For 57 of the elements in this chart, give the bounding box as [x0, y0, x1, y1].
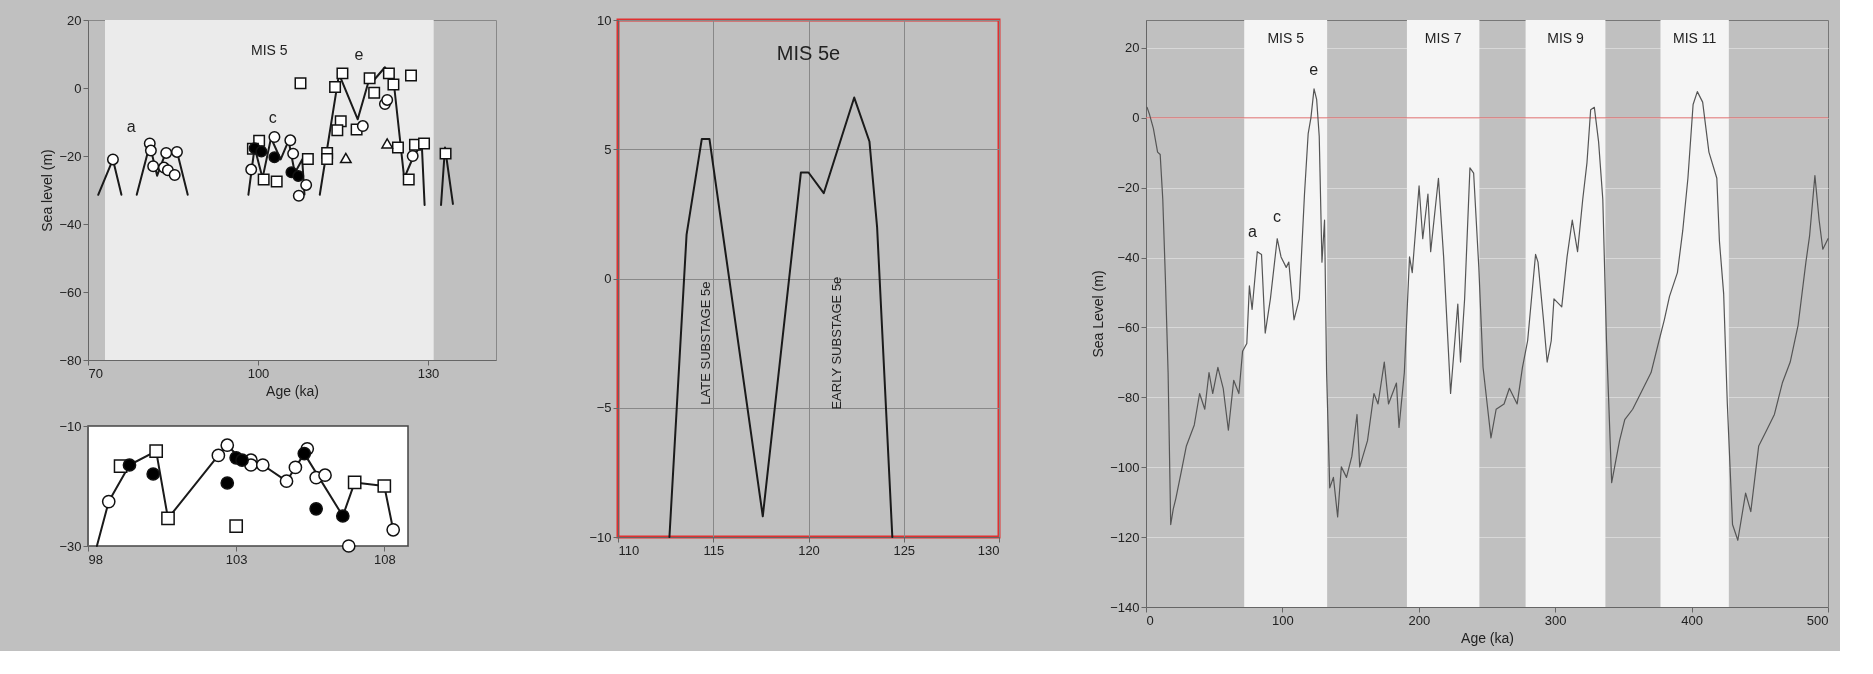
y-tick-label: 10: [597, 12, 612, 28]
y-tick-label: −40: [59, 216, 82, 232]
x-tick-label: 130: [977, 542, 1000, 558]
x-tick-label: 400: [1681, 612, 1703, 628]
y-tick-label: 20: [1125, 40, 1140, 56]
y-tick-label: −60: [59, 284, 82, 300]
x-tick-label: 115: [703, 542, 725, 558]
y-tick-label: −140: [1110, 599, 1140, 615]
y-tick-label: −20: [59, 148, 82, 164]
x-tick-label: 110: [618, 542, 640, 558]
x-tick-label: 300: [1544, 612, 1567, 628]
x-tick-label: 120: [798, 542, 820, 558]
y-tick-label: 0: [74, 80, 82, 96]
band-label: MIS 5: [251, 42, 288, 58]
y-tick-label: 0: [1132, 110, 1140, 126]
x-tick-label: 100: [1272, 612, 1294, 628]
y-tick-label: −120: [1110, 529, 1140, 545]
x-axis-title: Age (ka): [266, 382, 319, 399]
annotation: a: [126, 118, 136, 136]
annotation: LATE SUBSTAGE 5e: [697, 281, 713, 405]
band-label: MIS 11: [1673, 30, 1717, 46]
x-tick-label: 103: [225, 551, 248, 567]
y-axis-title: Sea Level (m): [1090, 270, 1107, 358]
y-tick-label: −100: [1110, 459, 1140, 475]
annotation: e: [354, 45, 364, 63]
x-tick-label: 125: [893, 542, 916, 558]
x-tick-label: 0: [1146, 612, 1154, 628]
band-label: MIS 5: [1267, 30, 1305, 46]
y-tick-label: 0: [604, 271, 612, 286]
annotation: EARLY SUBSTAGE 5e: [829, 276, 845, 410]
band-label: MIS 9: [1547, 30, 1584, 46]
annotation: c: [268, 109, 277, 127]
y-axis-title: Sea level (m): [39, 149, 56, 232]
y-tick-label: 20: [67, 12, 82, 28]
x-tick-label: 108: [373, 551, 396, 567]
x-tick-label: 130: [417, 365, 440, 381]
y-tick-label: −60: [1117, 319, 1140, 335]
y-tick-label: −20: [1117, 180, 1140, 196]
y-tick-label: −30: [59, 538, 82, 554]
text: MIS 5e: [776, 42, 841, 64]
y-tick-label: −10: [589, 529, 612, 545]
x-tick-label: 70: [88, 365, 103, 381]
annotation: e: [1309, 61, 1319, 79]
x-axis-title: Age (ka): [1461, 629, 1514, 646]
x-tick-label: 500: [1806, 612, 1829, 628]
x-tick-label: 200: [1408, 612, 1431, 628]
y-tick-label: −80: [59, 352, 82, 368]
y-tick-label: −10: [59, 418, 82, 434]
y-tick-label: −5: [596, 400, 612, 416]
annotation: a: [1247, 222, 1257, 240]
y-tick-label: 5: [604, 141, 612, 157]
x-tick-label: 100: [247, 365, 270, 381]
x-tick-label: 98: [88, 551, 103, 567]
y-tick-label: −40: [1117, 250, 1140, 266]
band-label: MIS 7: [1424, 30, 1462, 46]
annotation: c: [1272, 208, 1281, 226]
y-tick-label: −80: [1117, 389, 1140, 405]
